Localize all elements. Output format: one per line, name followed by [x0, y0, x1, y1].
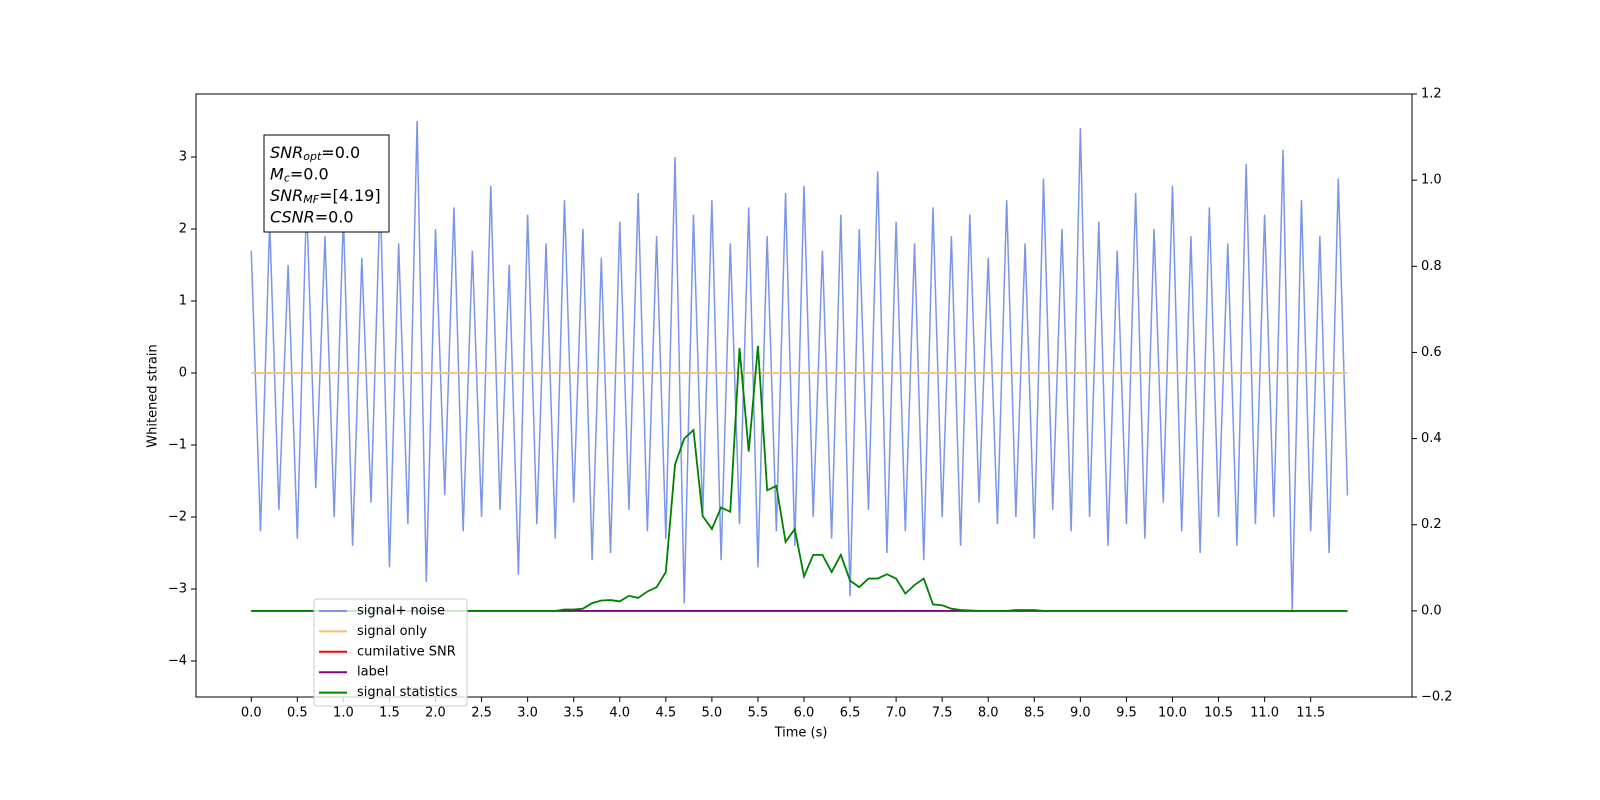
annotation-subscript: c [284, 172, 290, 185]
annotation-symbol: CSNR [270, 207, 315, 226]
annotation-subscript: MF [303, 193, 319, 206]
y-tick-label: −3 [168, 582, 187, 597]
annotation-value: =0.0 [290, 164, 329, 183]
x-tick-label: 10.5 [1204, 706, 1233, 721]
x-tick-label: 11.5 [1296, 706, 1325, 721]
series-line [250, 120, 1349, 611]
x-tick-label: 10.0 [1158, 706, 1187, 721]
x-tick-label: 2.5 [471, 706, 492, 721]
y2-tick-label: 1.2 [1421, 87, 1442, 102]
y2-tick-label: 1.0 [1421, 173, 1442, 188]
y-axis-label: Whitened strain [146, 344, 161, 447]
legend-label: signal only [357, 624, 427, 639]
annotation-symbol: SNR [270, 143, 303, 162]
x-tick-label: 4.0 [609, 706, 630, 721]
y-tick-label: 3 [179, 150, 187, 165]
legend-label: label [357, 665, 388, 680]
y2-tick-label: 0.8 [1421, 259, 1442, 274]
x-tick-label: 7.0 [886, 706, 907, 721]
y2-tick-label: 0.6 [1421, 345, 1442, 360]
x-tick-label: 6.5 [840, 706, 861, 721]
legend-label: signal statistics [357, 685, 458, 700]
y-tick-label: −2 [168, 510, 187, 525]
y2-tick-label: −0.2 [1421, 690, 1453, 705]
x-tick-label: 8.0 [978, 706, 999, 721]
annotation-subscript: opt [303, 150, 322, 163]
x-axis-label: Time (s) [774, 726, 828, 741]
x-tick-label: 0.0 [241, 706, 262, 721]
x-tick-label: 1.0 [333, 706, 354, 721]
annotation-box [263, 134, 390, 233]
x-tick-label: 3.0 [517, 706, 538, 721]
legend-label: cumilative SNR [357, 644, 456, 659]
x-tick-label: 9.5 [1116, 706, 1137, 721]
y2-tick-label: 0.4 [1421, 431, 1442, 446]
x-tick-label: 5.5 [748, 706, 769, 721]
y-tick-label: −4 [168, 654, 187, 669]
x-tick-label: 11.0 [1250, 706, 1279, 721]
x-tick-label: 8.5 [1024, 706, 1045, 721]
legend-label: signal+ noise [357, 604, 445, 619]
annotation-value: =0.0 [315, 207, 354, 226]
x-tick-label: 4.5 [655, 706, 676, 721]
annotation-line: SNRMF=[4.19] [270, 186, 381, 207]
y-tick-label: 0 [179, 366, 187, 381]
legend-box [313, 598, 468, 707]
legend: signal+ noise signal only cumilative SNR la… [313, 598, 468, 707]
y2-tick-label: 0.2 [1421, 517, 1442, 532]
x-tick-label: 1.5 [379, 706, 400, 721]
annotation-line: SNRopt=0.0 [270, 143, 360, 164]
x-tick-label: 0.5 [287, 706, 308, 721]
y-tick-label: 2 [179, 222, 187, 237]
annotation-symbol: M [270, 164, 284, 183]
x-tick-label: 7.5 [932, 706, 953, 721]
annotation-value: =0.0 [321, 143, 360, 162]
annotation-value: =[4.19] [319, 186, 381, 205]
y-tick-label: 1 [179, 294, 187, 309]
y2-tick-label: 0.0 [1421, 603, 1442, 618]
annotation-line: CSNR=0.0 [270, 207, 354, 226]
annotation-symbol: SNR [270, 186, 303, 205]
x-tick-label: 9.0 [1070, 706, 1091, 721]
x-tick-label: 6.0 [794, 706, 815, 721]
x-tick-label: 3.5 [563, 706, 584, 721]
annotation-line: Mc=0.0 [270, 164, 329, 185]
x-tick-label: 5.0 [702, 706, 723, 721]
y-tick-label: −1 [168, 438, 187, 453]
x-tick-label: 2.0 [425, 706, 446, 721]
